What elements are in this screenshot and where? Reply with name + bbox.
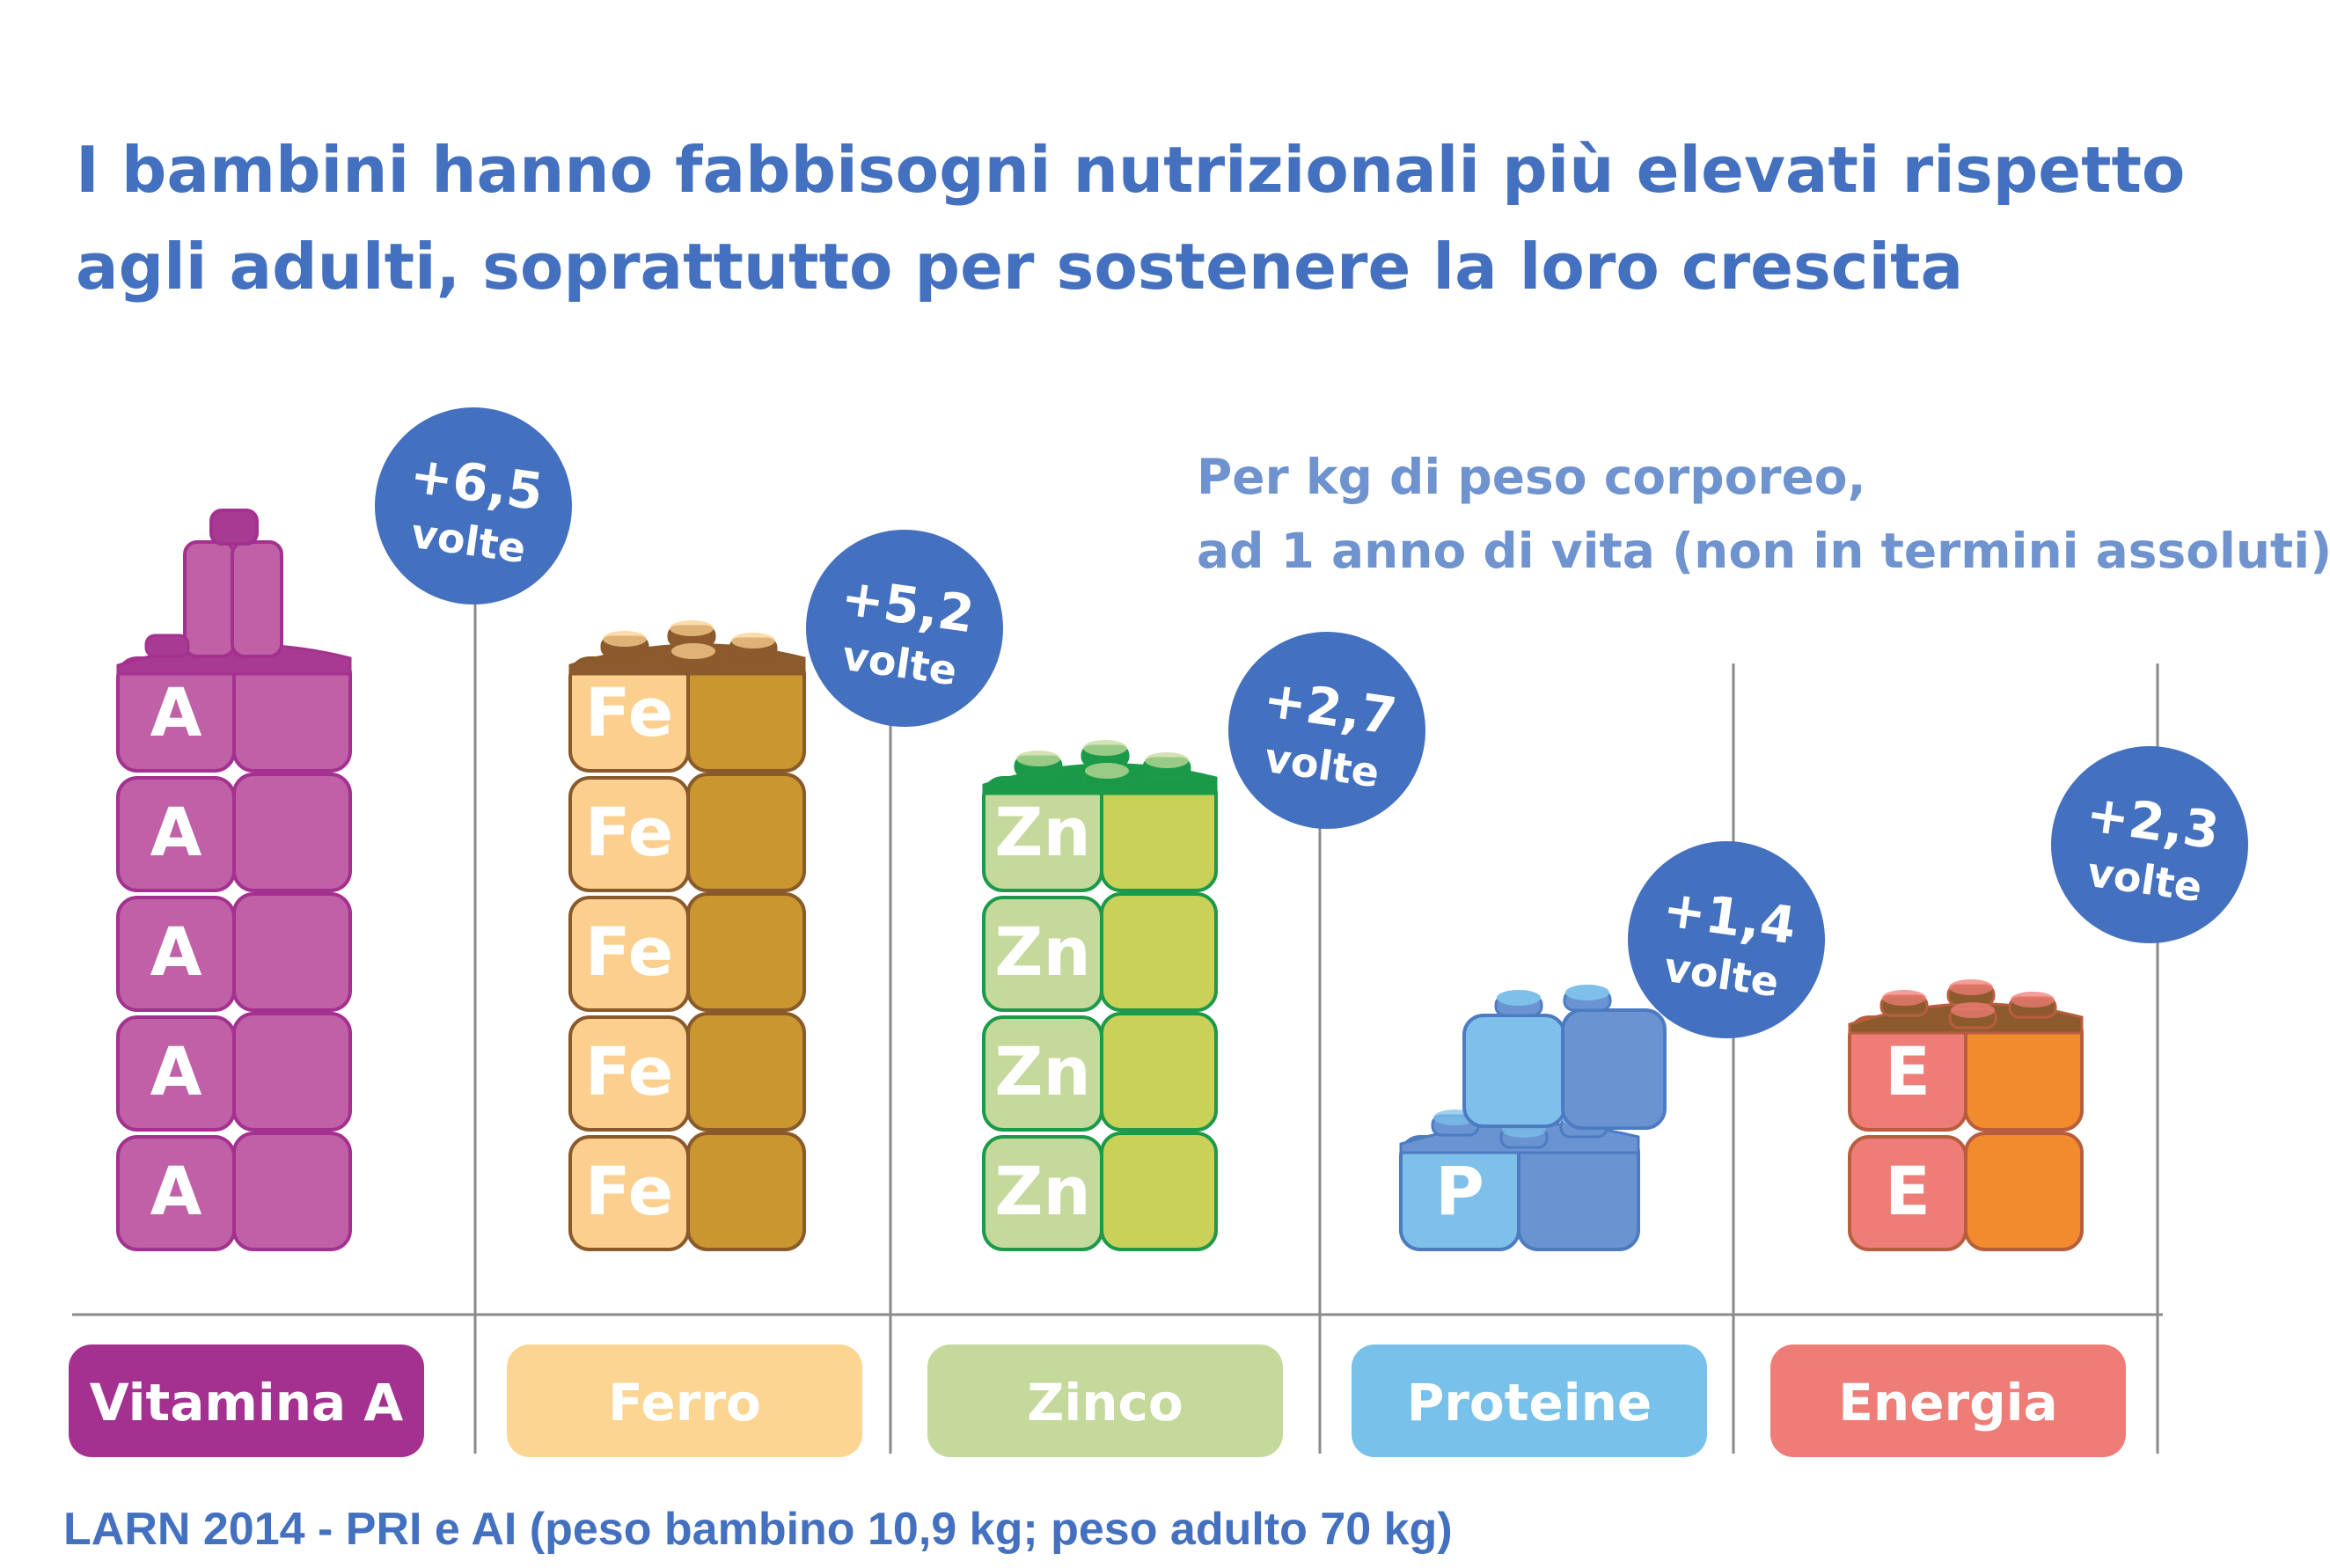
block-letter: A (150, 1032, 202, 1110)
value-circle (2051, 746, 2248, 943)
block-letter: Fe (585, 1152, 673, 1230)
block-side-1 (1964, 1132, 2084, 1251)
category-label-zinco: Zinco (927, 1345, 1283, 1457)
block-stud-top-1 (603, 631, 647, 647)
block-side-4 (686, 773, 806, 892)
category-pill (1770, 1345, 2126, 1457)
chart-note: Per kg di peso corporeo, ad 1 anno di vi… (1197, 440, 2330, 588)
category-label: Energia (1838, 1373, 2057, 1432)
value-circle (1228, 632, 1425, 829)
block-letter: Zn (994, 1032, 1090, 1110)
category-label: Vitamina A (90, 1373, 404, 1432)
block-side-4 (232, 773, 352, 892)
block-stud-top-1 (1882, 990, 1926, 1006)
category-label: Zinco (1027, 1373, 1183, 1432)
block-letter: Fe (585, 793, 673, 871)
bar-proteine: P (1399, 985, 1667, 1251)
block-letter: Fe (585, 673, 673, 751)
block-side-3 (686, 892, 806, 1012)
value-circle (806, 530, 1003, 727)
upper-stud-top-1 (1497, 990, 1541, 1006)
upper-stud-top-2 (1565, 985, 1609, 1000)
block-letter: Zn (994, 1152, 1090, 1230)
block-side-1 (686, 1132, 806, 1251)
category-pill (69, 1345, 424, 1457)
category-pill (927, 1345, 1283, 1457)
block-stud-top-4 (1085, 763, 1129, 779)
title-line-2: agli adulti, soprattutto per sostenere l… (76, 230, 1964, 304)
block-side-3 (1100, 892, 1218, 1012)
block-letter: A (150, 793, 202, 871)
title-line-1: I bambini hanno fabbisogni nutrizionali … (76, 133, 2186, 207)
block-side-2 (1100, 1012, 1218, 1132)
block-letter: Fe (585, 912, 673, 991)
category-label-energia: Energia (1770, 1345, 2126, 1457)
block-side-1 (1100, 1132, 1218, 1251)
chart-title: I bambini hanno fabbisogni nutrizionali … (76, 121, 2311, 315)
block-stud-top-2 (670, 620, 714, 636)
tower-side-stud (144, 634, 190, 658)
source-note: LARN 2014 - PRI e AI (peso bambino 10,9 … (63, 1504, 1453, 1555)
block-letter: A (150, 1152, 202, 1230)
category-label-ferro: Ferro (507, 1345, 862, 1457)
block-stud-top-2 (1083, 740, 1127, 756)
value-circle (375, 407, 572, 604)
block-stud-top-4 (671, 643, 715, 659)
note-line-1: Per kg di peso corporeo, (1197, 449, 1866, 505)
tower-stud (209, 509, 259, 546)
bar-zinco: Zn Zn Zn Zn (982, 740, 1218, 1251)
block-letter: P (1435, 1152, 1484, 1230)
block-letter: Fe (585, 1032, 673, 1110)
block-side-2 (232, 1012, 352, 1132)
block-letter: A (150, 673, 202, 751)
value-circle (1628, 841, 1825, 1038)
category-pill (507, 1345, 862, 1457)
tower-right (231, 540, 283, 658)
block-stud-top-3 (2011, 992, 2055, 1007)
block-letter: Zn (994, 793, 1090, 871)
category-pill (1352, 1345, 1707, 1457)
block-stud-top-3 (731, 633, 775, 648)
block-stud-top-1 (1016, 751, 1060, 766)
block-letter: A (150, 912, 202, 991)
bar-ferro: Fe Fe Fe Fe Fe (568, 620, 806, 1251)
note-line-2: ad 1 anno di vita (non in termini assolu… (1197, 523, 2330, 579)
block-letter: E (1885, 1152, 1931, 1230)
block-stud-top-3 (1145, 752, 1189, 768)
block-stud-top-4 (1951, 1002, 1995, 1018)
block-side-3 (232, 892, 352, 1012)
category-label-vitamina-a: Vitamina A (69, 1345, 424, 1457)
category-label: Proteine (1407, 1373, 1652, 1432)
tower-left (183, 540, 236, 658)
bar-energia: EE (1848, 979, 2084, 1251)
block-stud-top-2 (1949, 979, 1993, 995)
block-side-2 (686, 1012, 806, 1132)
block-letter: E (1885, 1032, 1931, 1110)
upper-block-front (1462, 1014, 1566, 1128)
block-letter: Zn (994, 912, 1090, 991)
block-side-1 (232, 1132, 352, 1251)
category-label-proteine: Proteine (1352, 1345, 1707, 1457)
category-label: Ferro (608, 1373, 761, 1432)
upper-block-side (1561, 1008, 1667, 1130)
